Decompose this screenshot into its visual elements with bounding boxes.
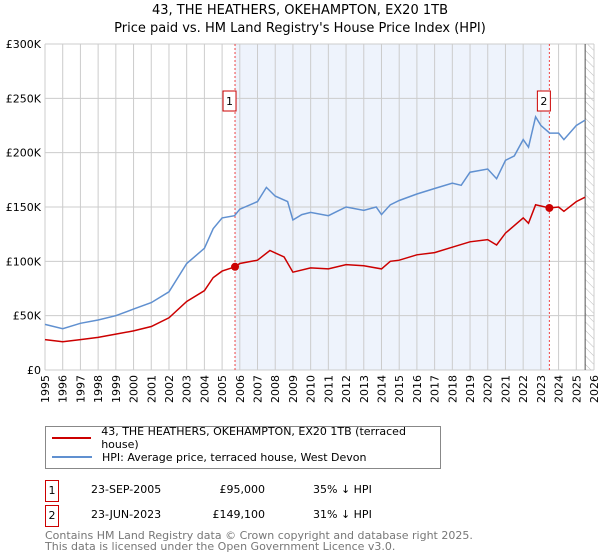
transaction-hpi-diff: 31% ↓ HPI: [313, 508, 372, 521]
x-tick-label: 2023: [535, 375, 548, 403]
sale-marker-label: 2: [540, 95, 547, 108]
legend-swatch-hpi: [52, 456, 92, 458]
x-tick-label: 2020: [482, 375, 495, 403]
x-tick-label: 1999: [110, 375, 123, 403]
legend: 43, THE HEATHERS, OKEHAMPTON, EX20 1TB (…: [45, 425, 441, 469]
x-tick-label: 2008: [269, 375, 282, 403]
x-tick-label: 2000: [128, 375, 141, 403]
y-tick-label: £50K: [13, 310, 42, 323]
x-tick-label: 2019: [464, 375, 477, 403]
chart-title: 43, THE HEATHERS, OKEHAMPTON, EX20 1TB: [151, 3, 448, 18]
transaction-hpi-diff: 35% ↓ HPI: [313, 483, 372, 496]
x-tick-label: 1995: [39, 375, 52, 403]
legend-item-hpi: HPI: Average price, terraced house, West…: [52, 449, 367, 465]
price-chart: 1995 1996 1997 1998 1999 2000 2001 2002 2003 2004…: [6, 38, 600, 403]
x-tick-label: 2009: [287, 375, 300, 403]
y-tick-label: £150K: [6, 201, 42, 214]
sale-point: [545, 203, 554, 212]
y-tick-label: £100K: [6, 255, 42, 268]
footer-licence: This data is licensed under the Open Gov…: [45, 540, 396, 553]
x-tick-label: 2002: [163, 375, 176, 403]
x-tick-label: 2025: [570, 375, 583, 403]
transaction-badge: 1: [45, 480, 59, 502]
sale-marker-label: 1: [226, 95, 233, 108]
x-tick-label: 2014: [375, 375, 388, 403]
transaction-date: 23-JUN-2023: [91, 508, 162, 521]
transaction-price: £149,100: [212, 508, 266, 521]
x-tick-label: 1997: [74, 375, 87, 403]
x-tick-label: 2013: [358, 375, 371, 403]
transaction-date: 23-SEP-2005: [91, 483, 162, 496]
footer: Contains HM Land Registry data © Crown c…: [45, 530, 473, 552]
x-tick-label: 1998: [92, 375, 105, 403]
y-tick-label: £0: [27, 364, 41, 377]
x-tick-label: 2007: [252, 375, 265, 403]
y-tick-label: £300K: [6, 38, 42, 51]
x-tick-label: 2010: [305, 375, 318, 403]
x-tick-label: 2011: [322, 375, 335, 403]
sale-marker-badge: [222, 90, 237, 112]
sale-marker-badge: [536, 90, 551, 112]
sale-point: [231, 262, 240, 271]
y-tick-label: £250K: [6, 92, 42, 105]
x-tick-label: 2004: [198, 375, 211, 403]
x-tick-label: 2022: [517, 375, 530, 403]
transaction-row: 2 23-JUN-2023 £149,100 31% ↓ HPI: [45, 505, 445, 527]
legend-swatch-property: [52, 437, 92, 439]
x-tick-label: 2016: [411, 375, 424, 403]
x-tick-label: 2012: [340, 375, 353, 403]
legend-label-property: 43, THE HEATHERS, OKEHAMPTON, EX20 1TB (…: [101, 425, 406, 451]
series-line: [44, 196, 586, 343]
x-tick-label: 2006: [234, 375, 247, 403]
x-tick-label: 2015: [393, 375, 406, 403]
x-tick-label: 2024: [553, 375, 566, 403]
x-tick-label: 2018: [446, 375, 459, 403]
x-tick-label: 2003: [181, 375, 194, 403]
transaction-row: 1 23-SEP-2005 £95,000 35% ↓ HPI: [45, 480, 445, 502]
transaction-price: £95,000: [219, 483, 266, 496]
x-tick-label: 2021: [499, 375, 512, 403]
chart-subtitle: Price paid vs. HM Land Registry's House …: [114, 21, 486, 36]
x-tick-label: 2001: [145, 375, 158, 403]
series-line: [44, 114, 586, 330]
legend-label-hpi: HPI: Average price, terraced house, West…: [102, 450, 367, 464]
x-tick-label: 2005: [216, 375, 229, 403]
x-tick-label: 2017: [429, 375, 442, 403]
x-tick-label: 2026: [588, 375, 600, 403]
footer-copyright: Contains HM Land Registry data © Crown c…: [45, 529, 473, 542]
y-tick-label: £200K: [6, 147, 42, 160]
legend-item-property: 43, THE HEATHERS, OKEHAMPTON, EX20 1TB (…: [52, 425, 440, 451]
x-tick-label: 1996: [57, 375, 70, 403]
transaction-badge: 2: [45, 505, 59, 527]
